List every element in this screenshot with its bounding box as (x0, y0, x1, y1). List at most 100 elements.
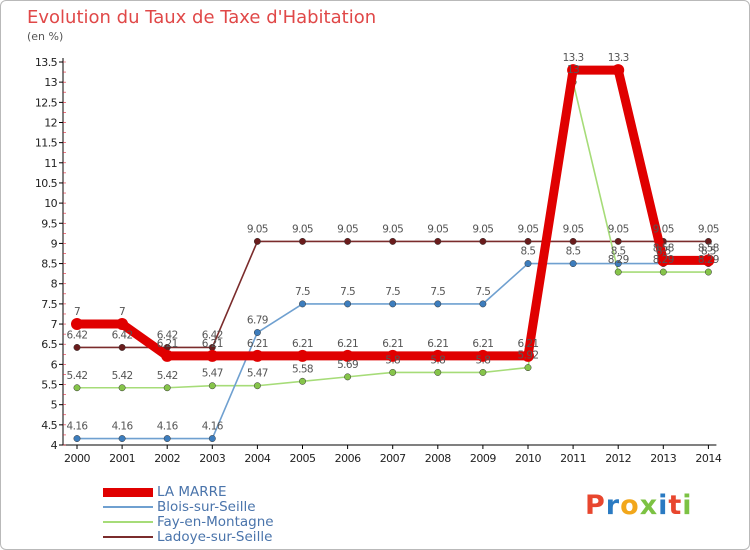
data-point (479, 300, 487, 308)
data-label: 9.05 (247, 223, 268, 235)
logo-letter: r (605, 490, 621, 521)
y-tick-label: 10 (44, 197, 57, 210)
x-tick-label: 2008 (425, 452, 451, 465)
data-point (341, 349, 354, 362)
y-tick-label: 9 (51, 237, 58, 250)
x-tick-label: 2003 (199, 452, 225, 465)
data-label: 13 (567, 64, 579, 76)
logo-letter: x (639, 490, 659, 521)
data-point (389, 300, 397, 308)
legend-label: Ladoye-sur-Seille (157, 529, 273, 545)
data-label: 7 (74, 306, 80, 318)
x-tick-label: 2007 (380, 452, 406, 465)
data-point (251, 349, 264, 362)
data-label: 8.5 (701, 246, 716, 258)
data-point (73, 435, 81, 442)
data-label: 6.42 (202, 329, 223, 341)
data-label: 4.16 (67, 421, 89, 433)
y-tick-label: 6 (51, 358, 58, 371)
data-label: 9.05 (292, 223, 313, 235)
data-label: 7.5 (385, 286, 400, 298)
data-point (344, 237, 352, 245)
legend-swatch (103, 521, 153, 523)
data-point (206, 349, 219, 362)
data-point (253, 329, 261, 336)
logo-letter: P (585, 490, 606, 521)
data-point (299, 300, 306, 308)
x-tick-label: 2001 (109, 452, 135, 465)
data-label: 4.16 (157, 421, 179, 433)
data-label: 8.5 (611, 246, 626, 258)
data-label: 6.79 (247, 315, 268, 327)
legend-swatch (103, 487, 153, 497)
x-tick-label: 2002 (154, 452, 180, 465)
data-point (479, 237, 487, 245)
data-point (612, 64, 625, 77)
data-label: 7.5 (295, 286, 310, 298)
data-point (118, 343, 126, 351)
data-label: 5.47 (202, 368, 223, 380)
y-tick-label: 5 (51, 399, 58, 412)
data-label: 5.58 (292, 363, 313, 375)
data-point (253, 382, 261, 390)
data-point (389, 368, 397, 376)
data-point (522, 349, 534, 362)
data-point (702, 254, 715, 267)
data-point (73, 384, 81, 392)
data-point (386, 349, 399, 362)
data-point (431, 349, 444, 362)
y-tick-label: 10.5 (35, 177, 58, 190)
data-point (208, 435, 216, 442)
data-point (434, 300, 442, 308)
data-point (657, 254, 670, 267)
data-label: 5.8 (385, 354, 400, 366)
legend-label: Fay-en-Montagne (157, 514, 274, 530)
data-label: 6.42 (112, 329, 133, 341)
y-tick-label: 13 (44, 76, 57, 89)
x-tick-label: 2000 (64, 452, 90, 465)
data-label: 5.42 (112, 370, 133, 382)
data-label: 8.29 (608, 254, 629, 266)
data-label: 9.05 (337, 223, 358, 235)
y-tick-label: 11.5 (35, 137, 58, 150)
y-tick-label: 8 (51, 278, 58, 291)
data-label: 4.16 (202, 421, 224, 433)
data-label: 7.5 (475, 286, 490, 298)
legend-label: Blois-sur-Seille (157, 499, 256, 515)
data-point (614, 237, 622, 245)
data-point (704, 268, 712, 276)
logo-letter: o (620, 490, 640, 521)
data-label: 13.3 (608, 52, 629, 64)
legend-label: LA MARRE (157, 484, 227, 500)
data-point (524, 364, 532, 372)
data-label: 9.05 (653, 223, 674, 235)
data-label: 6.21 (157, 338, 178, 350)
data-point (118, 384, 126, 392)
data-label: 5.42 (157, 370, 178, 382)
data-label: 6.21 (427, 338, 448, 350)
data-label: 6.42 (67, 329, 88, 341)
data-label: 8.58 (653, 242, 674, 254)
data-point (299, 377, 306, 385)
data-point (161, 349, 174, 362)
data-label: 8.5 (656, 246, 671, 258)
data-point (704, 237, 712, 245)
data-point (567, 64, 580, 77)
data-label: 5.92 (518, 350, 539, 362)
x-tick-label: 2012 (605, 452, 631, 465)
data-label: 7.5 (430, 286, 445, 298)
y-tick-label: 12 (44, 116, 57, 129)
x-tick-label: 2013 (650, 452, 676, 465)
y-tick-label: 12.5 (35, 96, 58, 109)
data-point (569, 237, 577, 245)
data-label: 9.05 (518, 223, 539, 235)
data-point (569, 260, 577, 268)
data-label: 9.05 (472, 223, 493, 235)
data-point (389, 237, 397, 245)
logo-letter: i (682, 490, 693, 521)
data-label: 5.47 (247, 368, 268, 380)
data-label: 4.16 (112, 421, 134, 433)
data-label: 7.5 (340, 286, 355, 298)
data-point (614, 260, 622, 268)
